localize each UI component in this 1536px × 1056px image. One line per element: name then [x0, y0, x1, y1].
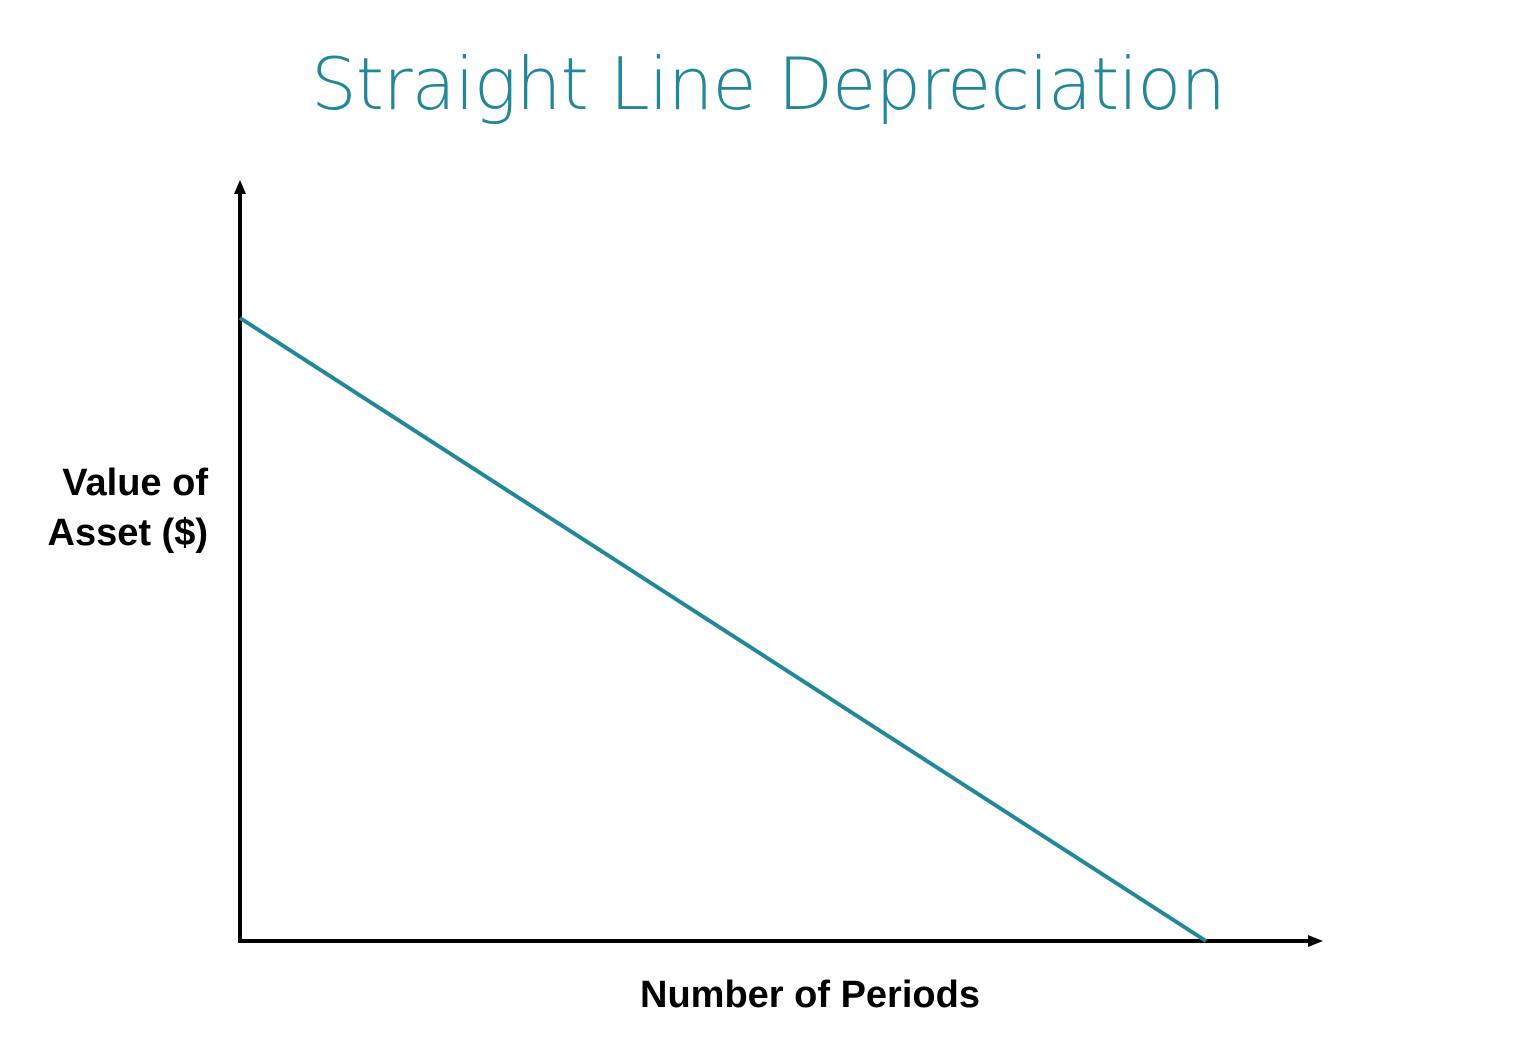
y-axis-arrow-icon [234, 180, 246, 194]
x-axis-arrow-icon [1308, 935, 1323, 947]
chart-title: Straight Line Depreciation [311, 42, 1226, 126]
y-axis-label: Value of Asset ($) [10, 458, 209, 558]
x-axis-label: Number of Periods [640, 974, 980, 1016]
depreciation-line [238, 316, 1208, 943]
y-axis-label-line-1: Value of [62, 462, 208, 504]
y-axis-label-line-2: Asset ($) [47, 512, 209, 554]
